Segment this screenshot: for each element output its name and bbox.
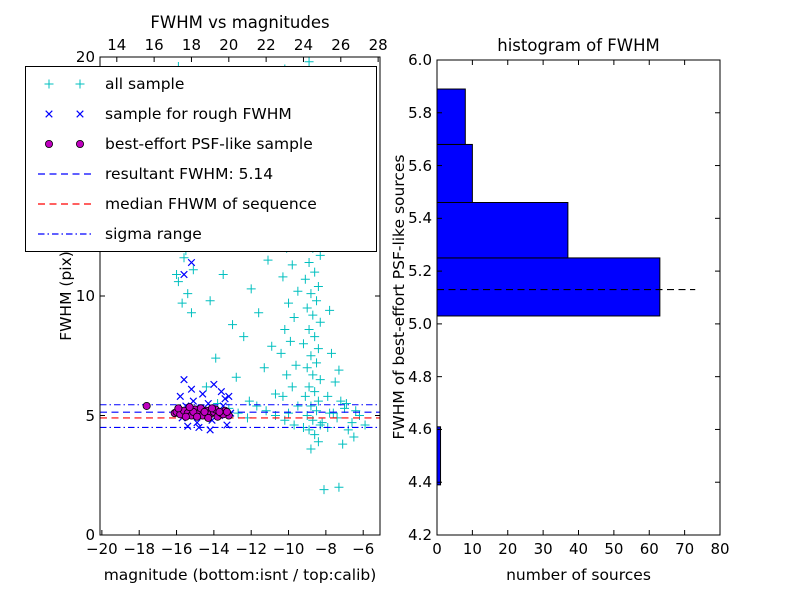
legend-entry-median-fwhm: median FHWM of sequence xyxy=(26,190,376,219)
tick-label: 5.2 xyxy=(408,262,432,281)
tick-label: −18 xyxy=(123,540,156,558)
tick-label: 40 xyxy=(568,540,589,558)
x-marker-icon xyxy=(45,110,84,118)
tick-label: 14 xyxy=(107,36,127,54)
tick-label: 4.6 xyxy=(408,420,432,439)
tick-label: 0 xyxy=(85,526,95,544)
plus-marker-icon xyxy=(44,79,85,89)
legend-label: sample for rough FWHM xyxy=(105,105,292,123)
tick-label: −6 xyxy=(352,540,375,558)
tick-label: 70 xyxy=(675,540,695,558)
tick-label: 20 xyxy=(498,540,518,558)
scatter-title: FWHM vs magnitudes xyxy=(150,13,330,32)
tick-label: 22 xyxy=(256,36,276,54)
tick-label: 10 xyxy=(462,540,482,558)
legend-label: all sample xyxy=(105,75,185,93)
tick-label: 10 xyxy=(75,287,95,305)
legend-label: resultant FWHM: 5.14 xyxy=(105,165,274,183)
tick-label: −14 xyxy=(198,540,230,558)
tick-label: 5.4 xyxy=(408,209,432,228)
tick-label: 18 xyxy=(181,36,201,54)
tick-label: −20 xyxy=(86,540,118,558)
tick-label: 4.2 xyxy=(408,526,432,544)
tick-label: 5 xyxy=(85,406,95,425)
legend-box: all sample sample for rough FWHM best-ef… xyxy=(25,66,377,252)
tick-label: −16 xyxy=(160,540,193,558)
tick-label: 20 xyxy=(219,36,239,54)
dashed-line-icon xyxy=(38,203,91,205)
histogram-ylabel: FWHM of best-effort PSF-like sources xyxy=(390,154,408,440)
tick-label: −12 xyxy=(235,540,268,558)
tick-label: 6.0 xyxy=(408,51,432,69)
legend-entry-psf-like-sample: best-effort PSF-like sample xyxy=(26,130,376,159)
legend-label: sigma range xyxy=(105,225,202,243)
tick-label: 50 xyxy=(604,540,624,558)
tick-label: 4.4 xyxy=(408,473,432,492)
tick-label: 60 xyxy=(639,540,659,558)
legend-entry-rough-fwhm-sample: sample for rough FWHM xyxy=(26,100,376,129)
tick-label: 5.8 xyxy=(408,103,432,122)
tick-label: 80 xyxy=(710,540,730,558)
tick-label: 20 xyxy=(75,48,95,66)
tick-label: 28 xyxy=(368,36,388,54)
dashed-line-icon xyxy=(38,173,91,175)
dashdot-line-icon xyxy=(38,233,91,235)
histogram-title: histogram of FWHM xyxy=(497,36,660,55)
legend-entry-all-sample: all sample xyxy=(26,70,376,99)
tick-label: 4.8 xyxy=(408,367,432,386)
legend-label: best-effort PSF-like sample xyxy=(105,135,313,153)
scatter-xlabel: magnitude (bottom:isnt / top:calib) xyxy=(103,566,377,584)
histogram-xlabel: number of sources xyxy=(506,566,651,584)
tick-label: 5.6 xyxy=(408,156,432,175)
tick-label: 30 xyxy=(533,540,553,558)
legend-entry-resultant-fwhm: resultant FWHM: 5.14 xyxy=(26,160,376,189)
tick-label: −8 xyxy=(314,540,337,558)
circle-marker-icon xyxy=(44,139,85,148)
tick-label: 5.0 xyxy=(408,314,432,333)
legend-label: median FHWM of sequence xyxy=(105,195,317,213)
tick-label: 26 xyxy=(331,36,351,54)
legend-entry-sigma-range: sigma range xyxy=(26,220,376,249)
tick-label: −10 xyxy=(272,540,305,558)
tick-label: 24 xyxy=(293,36,313,54)
tick-label: 16 xyxy=(144,36,164,54)
tick-label: 0 xyxy=(432,540,442,558)
